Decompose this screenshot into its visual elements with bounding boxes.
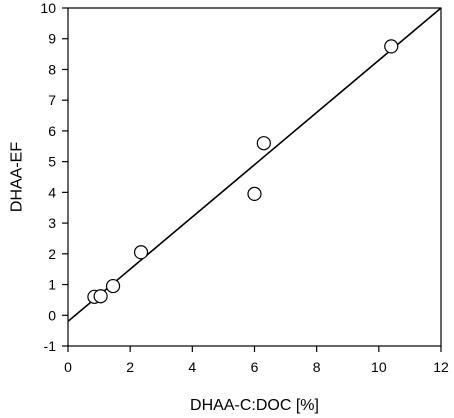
data-point: [105, 278, 121, 294]
regression-line: [67, 7, 442, 323]
data-point: [247, 186, 262, 201]
x-tick-label: 8: [313, 359, 321, 375]
y-tick-label: 2: [48, 246, 56, 262]
x-tick-label: 10: [371, 359, 387, 375]
y-tick-label: -1: [44, 338, 57, 354]
data-point: [256, 136, 271, 151]
y-tick-label: 5: [48, 154, 56, 170]
y-tick-label: 4: [48, 184, 56, 200]
axes-layer: [62, 7, 442, 352]
x-tick-label: 4: [188, 359, 196, 375]
points-layer: [87, 39, 399, 304]
y-tick-label: 6: [48, 123, 56, 139]
y-tick-label: 0: [48, 307, 56, 323]
y-tick-label: 10: [40, 0, 56, 16]
y-axis-title: DHAA-EF: [9, 142, 26, 212]
y-tick-label: 8: [48, 61, 56, 77]
data-point: [133, 245, 149, 260]
plot-frame: [67, 7, 442, 347]
data-point: [384, 39, 399, 54]
y-tick-label: 7: [48, 92, 56, 108]
x-tick-label: 0: [64, 359, 72, 375]
data-point: [93, 289, 108, 304]
y-tick-label: 9: [48, 31, 56, 47]
x-tick-label: 6: [251, 359, 259, 375]
y-tick-label: 1: [48, 277, 56, 293]
x-axis-title: DHAA-C:DOC [%]: [190, 397, 319, 414]
y-tick-label: 3: [48, 215, 56, 231]
trendline-layer: [67, 7, 442, 323]
x-tick-label: 2: [126, 359, 134, 375]
x-tick-label: 12: [433, 359, 449, 375]
